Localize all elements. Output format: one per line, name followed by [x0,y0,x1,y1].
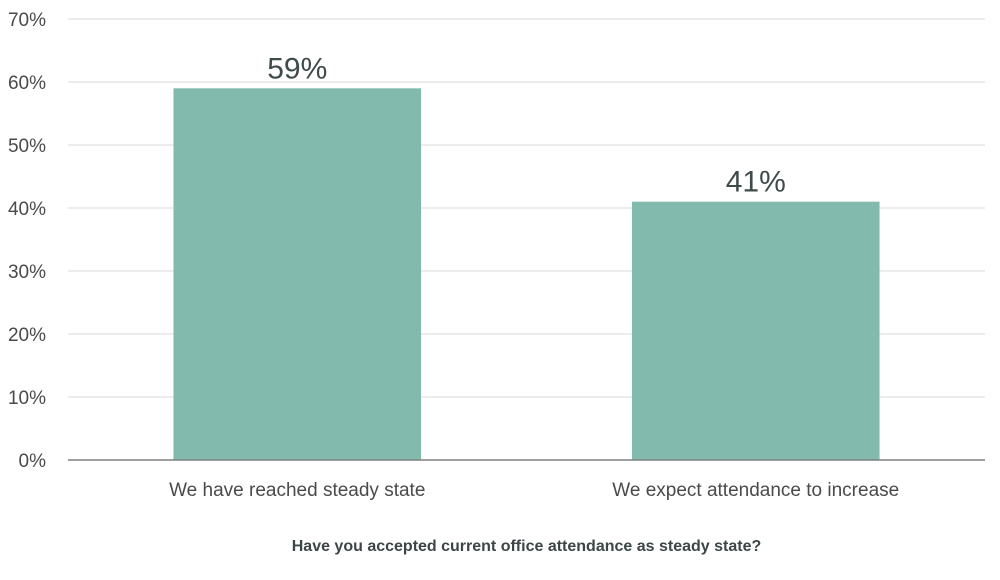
x-axis-title: Have you accepted current office attenda… [292,538,762,555]
bar [631,201,880,460]
x-axis-category-labels: We have reached steady state We expect at… [169,480,899,501]
y-axis-ticks: 0% 10% 20% 30% 40% 50% 60% 70% [8,10,46,472]
x-category-label: We have reached steady state [169,480,425,501]
y-tick-label: 40% [8,199,46,220]
bars [173,88,880,461]
y-tick-label: 10% [8,388,46,409]
y-tick-label: 50% [8,136,46,157]
y-tick-label: 20% [8,325,46,346]
y-tick-label: 60% [8,73,46,94]
data-labels: 59% 41% [267,52,786,198]
y-tick-label: 0% [19,451,47,472]
data-label: 59% [267,52,327,85]
y-tick-label: 30% [8,262,46,283]
x-category-label: We expect attendance to increase [612,480,899,501]
y-tick-label: 70% [8,10,46,31]
bar [173,88,422,461]
data-label: 41% [726,166,786,199]
